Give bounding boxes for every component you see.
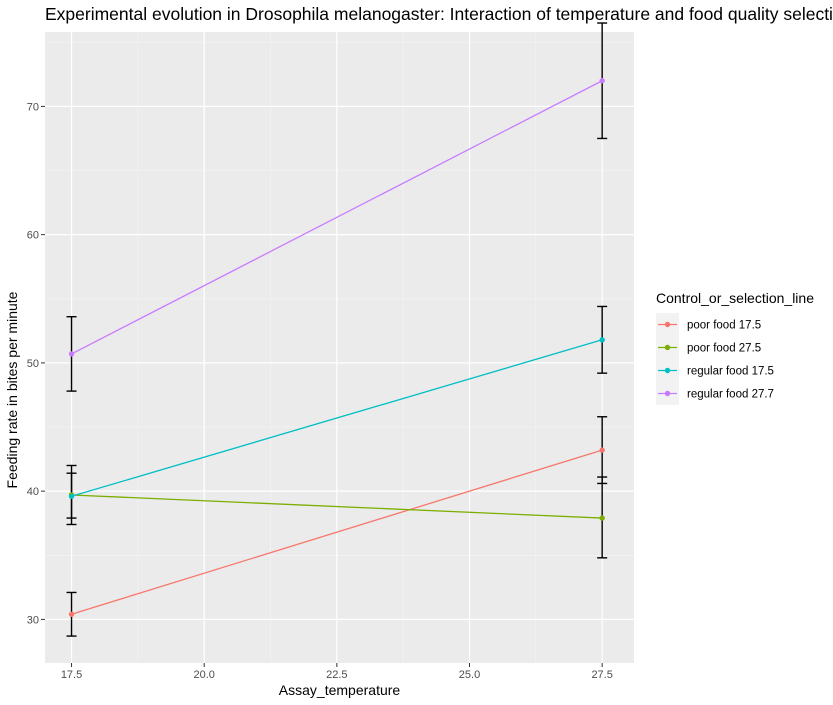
series-line (71, 339, 603, 497)
series-line (71, 80, 603, 355)
legend-key-point (664, 390, 671, 397)
legend-label: regular food 17.5 (687, 366, 774, 378)
plot-panel (45, 32, 634, 663)
legend-label: poor food 27.5 (687, 343, 761, 355)
legend-key-point (664, 321, 671, 328)
x-tick-label: 22.5 (326, 669, 347, 681)
x-axis-title: Assay_temperature (279, 682, 401, 698)
chart-title: Experimental evolution in Drosophila mel… (45, 4, 833, 24)
y-tick-label: 60 (27, 230, 39, 242)
grid-minor (45, 32, 634, 663)
legend-label: regular food 27.7 (687, 389, 774, 401)
x-tick-label: 25.0 (459, 669, 480, 681)
legend-key-point (664, 344, 671, 351)
y-tick-label: 40 (27, 486, 39, 498)
x-tick-label: 27.5 (591, 669, 612, 681)
data-point (68, 611, 75, 617)
data-point (68, 351, 75, 357)
y-tick-label: 30 (27, 614, 39, 626)
data-point (599, 447, 605, 453)
series-line (71, 494, 603, 519)
x-tick-label: 20.0 (193, 669, 214, 681)
y-axis-title: Feeding rate in bites per minute (4, 291, 20, 488)
series-lines (71, 80, 603, 615)
legend: Control_or_selection_line poor food 17.5… (656, 290, 814, 405)
legend-label: poor food 17.5 (687, 320, 761, 332)
x-axis: 17.5 20.0 22.5 25.0 27.5 (61, 663, 613, 681)
data-points (68, 78, 605, 617)
y-tick-label: 70 (27, 101, 39, 113)
legend-title: Control_or_selection_line (656, 290, 814, 306)
data-point (599, 337, 605, 343)
y-axis: 30 40 50 60 70 (27, 101, 45, 626)
data-point (68, 493, 75, 499)
y-tick-label: 50 (27, 358, 39, 370)
x-tick-label: 17.5 (61, 669, 82, 681)
legend-key-point (664, 367, 671, 374)
data-point (599, 515, 605, 521)
data-point (599, 78, 605, 84)
series-line (71, 449, 603, 615)
